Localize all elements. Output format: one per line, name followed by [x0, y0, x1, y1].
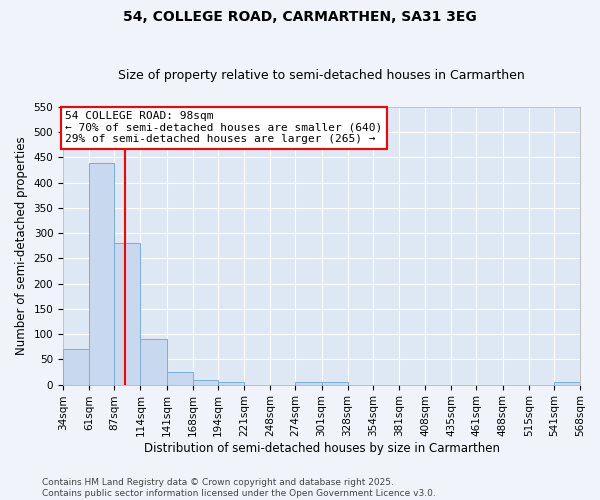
- Bar: [89, 164, 115, 384]
- Bar: [218, 382, 244, 384]
- Bar: [115, 243, 140, 384]
- Text: 54, COLLEGE ROAD, CARMARTHEN, SA31 3EG: 54, COLLEGE ROAD, CARMARTHEN, SA31 3EG: [123, 10, 477, 24]
- Title: Size of property relative to semi-detached houses in Carmarthen: Size of property relative to semi-detach…: [118, 69, 525, 82]
- Bar: [167, 372, 193, 384]
- Bar: [193, 380, 218, 384]
- Bar: [554, 382, 580, 384]
- Text: 54 COLLEGE ROAD: 98sqm
← 70% of semi-detached houses are smaller (640)
29% of se: 54 COLLEGE ROAD: 98sqm ← 70% of semi-det…: [65, 111, 382, 144]
- Bar: [322, 382, 347, 384]
- Y-axis label: Number of semi-detached properties: Number of semi-detached properties: [15, 136, 28, 355]
- Bar: [295, 382, 322, 384]
- Bar: [140, 339, 167, 384]
- Text: Contains HM Land Registry data © Crown copyright and database right 2025.
Contai: Contains HM Land Registry data © Crown c…: [42, 478, 436, 498]
- X-axis label: Distribution of semi-detached houses by size in Carmarthen: Distribution of semi-detached houses by …: [143, 442, 500, 455]
- Bar: [63, 349, 89, 384]
